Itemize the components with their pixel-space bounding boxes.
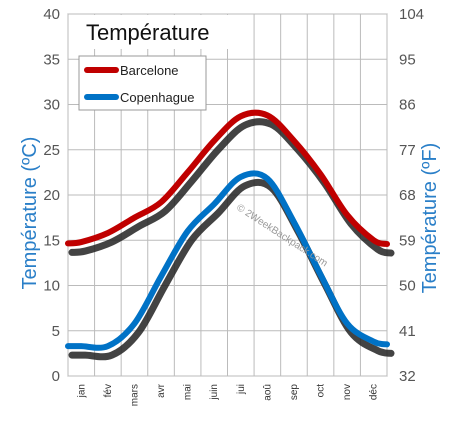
x-tick-label: nov	[342, 384, 353, 400]
y-left-ticks: 0 5 10 15 20 25 30 35 40	[43, 6, 60, 385]
series-line-barcelone	[65, 109, 390, 248]
x-tick-label: oct	[316, 384, 327, 398]
data-point-barcelone	[266, 114, 268, 116]
data-point-barcelone	[160, 201, 162, 203]
data-point-copenhague	[240, 176, 242, 178]
x-tick-label: jui	[236, 384, 247, 395]
data-point-copenhague	[266, 178, 268, 180]
y-right-tick-label: 95	[399, 51, 416, 68]
data-point-copenhague	[160, 275, 162, 277]
legend: Barcelone Copenhague	[78, 55, 207, 111]
y-left-tick-label: 40	[43, 6, 60, 23]
data-point-copenhague	[187, 230, 189, 232]
legend-label-copenhague: Copenhague	[120, 90, 194, 105]
x-axis-ticks: jan fév mars avr mai juin jui aoû sep oct nov déc	[76, 383, 379, 406]
y-right-tick-label: 86	[399, 97, 416, 114]
y-right-tick-label: 50	[399, 278, 416, 295]
x-tick-label: fév	[103, 384, 114, 397]
data-point-barcelone	[187, 171, 189, 173]
data-point-copenhague	[213, 203, 215, 205]
x-tick-label: mai	[183, 384, 194, 400]
data-point-copenhague	[133, 323, 135, 325]
y-right-tick-label: 104	[399, 6, 424, 23]
y-left-tick-label: 35	[43, 51, 60, 68]
data-point-barcelone	[240, 115, 242, 117]
y-left-tick-label: 25	[43, 142, 60, 159]
data-point-copenhague	[107, 345, 109, 347]
data-point-copenhague	[373, 341, 375, 343]
y-left-tick-label: 10	[43, 278, 60, 295]
data-point-barcelone	[133, 217, 135, 219]
data-point-barcelone	[320, 173, 322, 175]
data-point-barcelone	[107, 232, 109, 234]
y-left-tick-label: 0	[52, 368, 60, 385]
y-left-tick-label: 30	[43, 97, 60, 114]
legend-label-barcelone: Barcelone	[120, 63, 179, 78]
data-point-barcelone	[373, 239, 375, 241]
data-point-barcelone	[213, 140, 215, 142]
data-point-copenhague	[293, 221, 295, 223]
y-left-label: Température (ºC)	[19, 137, 41, 290]
y-right-tick-label: 41	[399, 323, 416, 340]
data-point-copenhague	[80, 345, 82, 347]
y-right-label: Température (ºF)	[419, 143, 441, 294]
x-tick-label: mars	[129, 384, 140, 406]
y-right-tick-label: 59	[399, 232, 416, 249]
title-box	[78, 15, 228, 49]
y-right-tick-label: 77	[399, 142, 416, 159]
data-point-copenhague	[320, 274, 322, 276]
series-lines	[65, 109, 395, 361]
x-tick-label: juin	[209, 384, 220, 401]
data-point-barcelone	[80, 241, 82, 243]
series-line-copenhague	[65, 170, 390, 351]
y-left-tick-label: 15	[43, 232, 60, 249]
x-tick-label: déc	[369, 384, 380, 400]
data-point-copenhague	[346, 323, 348, 325]
x-tick-label: avr	[156, 383, 167, 398]
chart-title: Température	[86, 20, 210, 45]
x-tick-label: sep	[289, 384, 300, 401]
y-right-tick-label: 32	[399, 368, 416, 385]
y-left-tick-label: 20	[43, 187, 60, 204]
legend-box	[78, 55, 207, 111]
data-point-barcelone	[293, 140, 295, 142]
y-right-tick-label: 68	[399, 187, 416, 204]
x-tick-label: aoû	[262, 384, 273, 401]
y-left-tick-label: 5	[52, 323, 60, 340]
y-right-ticks: 32 41 50 59 68 77 86 95 104	[399, 6, 424, 385]
x-tick-label: jan	[76, 384, 87, 398]
data-point-barcelone	[346, 214, 348, 216]
